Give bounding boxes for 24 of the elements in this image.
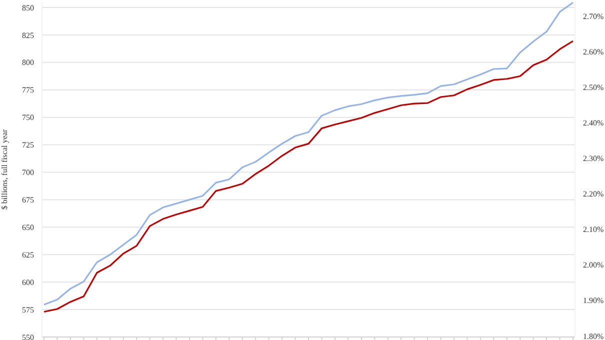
y-tick-label: 850 <box>22 3 34 12</box>
y2-tick-label: 2.10% <box>583 225 604 234</box>
y-tick-label: 825 <box>22 30 34 40</box>
y-tick-label: 725 <box>22 140 34 150</box>
y-tick-label: 800 <box>22 58 34 68</box>
y-tick-label: 700 <box>22 168 34 178</box>
y-tick-label: 750 <box>22 113 34 122</box>
y2-tick-label: 2.00% <box>583 260 604 270</box>
y-tick-label: 550 <box>22 332 34 340</box>
y-tick-label: 575 <box>22 305 34 314</box>
y-tick-label: 675 <box>22 196 34 205</box>
y-tick-label: 600 <box>22 278 34 287</box>
y2-tick-label: 2.20% <box>583 190 604 199</box>
y2-tick-label: 2.70% <box>583 12 604 22</box>
y2-tick-label: 2.60% <box>583 48 604 57</box>
y2-tick-label: 1.90% <box>583 296 604 306</box>
y-axis-title: $ billions, full fiscal year <box>0 129 9 210</box>
y-tick-label: 650 <box>22 223 34 232</box>
y2-tick-label: 2.50% <box>583 83 604 92</box>
y2-tick-label: 1.80% <box>583 332 604 340</box>
y-tick-label: 775 <box>22 86 34 95</box>
y2-tick-label: 2.40% <box>583 118 604 128</box>
y2-tick-label: 2.30% <box>583 154 604 164</box>
y-tick-label: 625 <box>22 250 34 260</box>
